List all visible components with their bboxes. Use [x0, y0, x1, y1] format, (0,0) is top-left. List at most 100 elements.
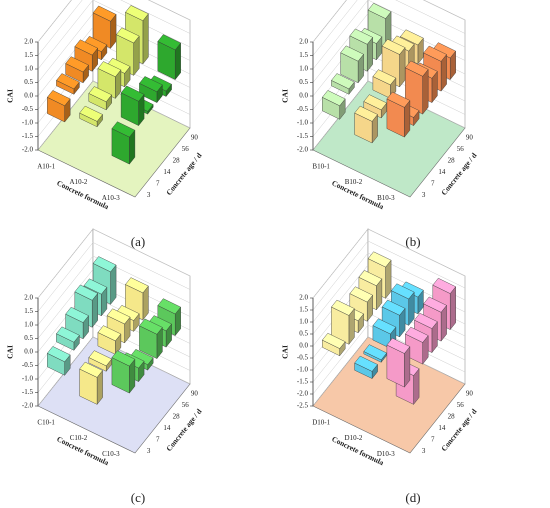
bar-top [386, 337, 411, 354]
y-tick-label: 90 [191, 389, 199, 397]
grid-line [37, 228, 191, 299]
grid-line [37, 0, 191, 56]
bar-top [358, 270, 383, 287]
grid-line [312, 240, 466, 311]
bar-top [65, 306, 89, 323]
x-tick-label: B10-1 [312, 162, 330, 170]
z-tick-label: 0.0 [24, 92, 33, 100]
bar-top [386, 91, 411, 108]
bar-top [97, 325, 122, 342]
z-tick-label: 1.0 [24, 321, 33, 329]
bar-top [340, 45, 364, 62]
grid-line [37, 242, 191, 312]
bar-top [367, 2, 392, 19]
bar-top [354, 105, 378, 122]
bar-side [422, 68, 429, 115]
grid-line [312, 0, 466, 43]
bar-top [92, 256, 117, 273]
z-tick-label: 1.5 [299, 51, 308, 59]
z-tick-label: -1.5 [297, 132, 309, 140]
z-tick-label: -2.0 [297, 146, 309, 154]
z-tick-label: 2.0 [24, 294, 33, 302]
chart-panel: 2.0 1.5 1.0 0.5 0.0 -0.5 -1.0 -1.5 -2.0 CAI B10-1 B… [281, 0, 479, 249]
z-tick-label: 1.5 [299, 306, 308, 314]
bar-top [414, 312, 438, 329]
x-tick-label: B10-3 [377, 194, 395, 202]
y-tick-label: 28 [448, 156, 456, 164]
z-tick-label: -1.5 [22, 388, 34, 396]
y-tick-label: 3 [147, 191, 151, 199]
z-tick-label: 0.0 [299, 342, 308, 350]
grid-line [37, 0, 191, 70]
z-tick-label: 0.5 [24, 78, 33, 86]
chart-panel: 2.0 1.5 1.0 0.5 0.0 -0.5 -1.0 -1.5 -2.0 -2.5 CAI D1… [281, 228, 479, 505]
x-tick-label: D10-3 [377, 450, 395, 458]
grid-line [312, 80, 466, 151]
z-tick-label: 2.0 [24, 38, 33, 46]
x-tick-label: A10-2 [70, 178, 88, 186]
panel-label: (c) [131, 490, 145, 505]
bar-top [404, 60, 429, 77]
y-tick-label: 7 [156, 179, 160, 187]
z-tick-label: 1.0 [299, 65, 308, 73]
x-tick-label: C10-3 [102, 450, 120, 458]
y-tick-label: 28 [173, 412, 181, 420]
y-tick-label: 3 [422, 447, 426, 455]
bar-top [157, 298, 182, 315]
bar-top [363, 344, 388, 361]
z-tick-label: 1.0 [24, 65, 33, 73]
z-tick-label: -0.5 [22, 361, 34, 369]
z-tick-label: 0.0 [24, 348, 33, 356]
z-tick-label: 1.5 [24, 51, 33, 59]
z-tick-label: -2.0 [22, 146, 34, 154]
bar-top [381, 38, 406, 55]
bar-top [400, 29, 424, 46]
bar-side [449, 286, 456, 331]
bar-top [321, 90, 346, 107]
grid-line [37, 0, 191, 43]
z-tick-label: -1.0 [22, 375, 34, 383]
x-tick-label: A10-3 [102, 194, 120, 202]
bar-top [349, 286, 374, 303]
grid-line [312, 252, 466, 323]
bar-top [79, 105, 103, 122]
z-tick-label: -0.5 [297, 354, 309, 362]
x-tick-label: B10-2 [345, 178, 363, 186]
bar-top [115, 27, 140, 44]
bar-top [74, 39, 99, 56]
bar-top [372, 69, 397, 86]
bar-top [46, 346, 71, 363]
bar-top [139, 318, 163, 335]
bar-top [349, 28, 374, 45]
y-tick-label: 7 [431, 179, 435, 187]
y-tick-label: 56 [457, 145, 465, 153]
z-tick-label: 0.5 [24, 334, 33, 342]
grid-line [312, 0, 466, 70]
y-tick-label: 14 [438, 168, 446, 176]
panel-label: (b) [405, 234, 420, 249]
y-tick-label: 3 [422, 191, 426, 199]
z-tick-label: -2.0 [22, 402, 34, 410]
bar-top [106, 308, 131, 325]
bar-side [142, 13, 149, 65]
y-tick-label: 28 [448, 412, 456, 420]
bar-top [88, 350, 113, 367]
z-tick-label: -1.5 [22, 132, 34, 140]
z-tick-label: -1.5 [297, 378, 309, 386]
y-tick-label: 7 [156, 435, 160, 443]
bar-top [74, 284, 99, 301]
y-tick-label: 90 [191, 133, 199, 141]
z-tick-label: -1.0 [297, 119, 309, 127]
y-tick-label: 56 [457, 401, 465, 409]
grid-line [312, 324, 466, 395]
bar-top [381, 299, 406, 316]
x-tick-label: C10-2 [70, 434, 88, 442]
bar-top [139, 76, 163, 93]
bar-top [92, 5, 117, 22]
y-tick-label: 14 [438, 424, 446, 432]
bar-top [83, 278, 108, 295]
x-tick-label: A10-1 [37, 162, 55, 170]
y-tick-label: 28 [173, 156, 181, 164]
panel-label: (a) [131, 234, 145, 249]
z-tick-label: -2.0 [297, 390, 309, 398]
